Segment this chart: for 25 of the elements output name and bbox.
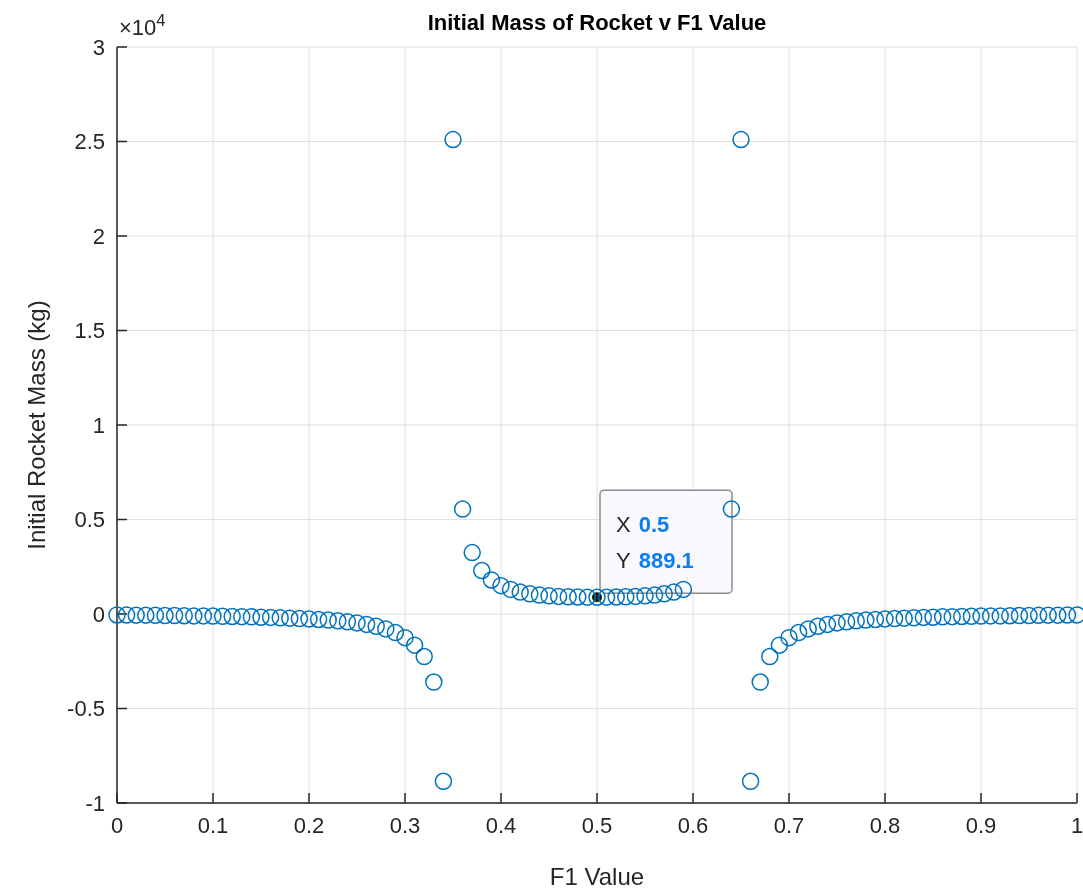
x-tick-label: 0.1 — [197, 813, 229, 838]
y-tick-label: 0 — [92, 601, 105, 627]
x-tick-label: 0.5 — [581, 813, 613, 838]
x-tick-label: 0.3 — [389, 813, 421, 838]
x-tick-label: 0.2 — [293, 813, 325, 838]
text: ×10$^{4}$ — [119, 11, 166, 40]
y-axis-title: Initial Rocket Mass (kg) — [23, 300, 50, 550]
x-tick-label: 1 — [1070, 813, 1083, 838]
x-axis-title: F1 Value — [549, 863, 645, 890]
x-tick-label: 0.9 — [965, 813, 997, 838]
y-tick-label: 0.5 — [74, 507, 105, 533]
x-tick-label: 0 — [110, 813, 124, 838]
chart-title: Initial Mass of Rocket v F1 Value — [427, 10, 767, 35]
x-tick-label: 0.6 — [677, 813, 709, 838]
y-tick-label: 1 — [92, 412, 105, 438]
y-tick-label: 2 — [92, 223, 105, 249]
y-tick-label: 3 — [92, 34, 105, 60]
y-tick-label: -1 — [85, 790, 105, 816]
x-tick-label: 0.8 — [869, 813, 901, 838]
y-tick-label: -0.5 — [67, 696, 105, 722]
y-tick-label: 1.5 — [74, 318, 105, 344]
annotation: X 0.5 Y 889.1 — [616, 512, 694, 574]
x-tick-label: 0.4 — [485, 813, 517, 838]
y-tick-label: 2.5 — [74, 129, 105, 155]
x-tick-label: 0.7 — [773, 813, 805, 838]
